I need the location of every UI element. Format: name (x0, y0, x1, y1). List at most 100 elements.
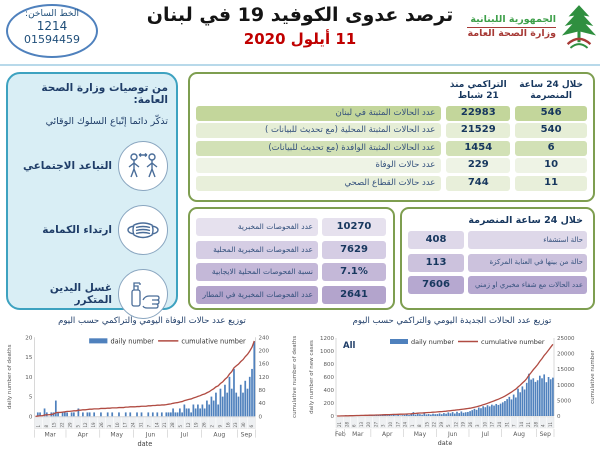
svg-text:160: 160 (258, 362, 269, 368)
table-row: 7606 عدد الحالات مع شفاء مخبري او زمني (408, 276, 587, 294)
new-cases-chart: توزيع عدد الحالات الجديدة اليومي والتراك… (306, 316, 598, 450)
svg-text:29: 29 (439, 421, 444, 427)
recovery-table: خلال 24 ساعة المنصرمة 408 حالة استشفاء 1… (400, 207, 595, 310)
svg-text:6: 6 (352, 424, 357, 427)
row-24h-value: 11 (515, 175, 587, 191)
svg-text:23: 23 (233, 422, 238, 428)
svg-text:24: 24 (131, 422, 136, 428)
ministry-logo-block: الجمهورية اللبنانية وزارة الصحة العامة (467, 4, 598, 50)
deaths-chart-title: توزيع عدد حالات الوفاة اليومي والتراكمي … (58, 316, 246, 326)
row-24h-value: 540 (515, 123, 587, 138)
ministry-title: وزارة الصحة العامة (467, 26, 556, 39)
svg-text:Jul: Jul (180, 432, 189, 439)
row-cumulative-value: 744 (446, 175, 511, 191)
svg-text:3: 3 (381, 424, 386, 427)
svg-text:daily number: daily number (411, 338, 454, 346)
svg-text:14: 14 (519, 421, 524, 427)
recommendations-subtitle: تذكّر دائما إتّباع السلوك الوقائي (45, 116, 168, 127)
svg-text:120: 120 (258, 375, 269, 381)
hotline-badge: الخط الساخن: 1214 01594459 (6, 4, 98, 58)
mask-label: ارتداء الكمامة (42, 224, 112, 236)
face-mask-icon (118, 205, 168, 255)
svg-text:1200: 1200 (320, 336, 334, 342)
col-header-24h: خلال 24 ساعة المنصرمة (519, 80, 583, 102)
row-value: 7629 (322, 240, 386, 259)
recommendation-social-distancing: التباعد الاجتماعي (16, 141, 168, 191)
row-24h-value: 10 (515, 158, 587, 173)
row-24h-value: 6 (515, 140, 587, 156)
svg-text:cumulative number of deaths: cumulative number of deaths (292, 336, 298, 418)
svg-text:15000: 15000 (557, 367, 575, 373)
recovery-table-header: خلال 24 ساعة المنصرمة (468, 215, 583, 226)
table-row: عدد الفحوصات المخبرية في المطار 2641 (196, 285, 387, 304)
svg-text:22: 22 (60, 422, 65, 428)
svg-text:19: 19 (461, 421, 466, 427)
header-spacer (196, 78, 441, 103)
table-row: عدد الفحوصات المخبرية المحلية 7629 (196, 240, 387, 259)
svg-text:11: 11 (548, 421, 553, 427)
row-label: عدد الحالات المثبتة في لبنان (196, 105, 442, 121)
svg-text:12: 12 (83, 422, 88, 428)
svg-text:26: 26 (202, 422, 207, 428)
republic-name: الجمهورية اللبنانية (470, 13, 556, 25)
svg-text:8: 8 (44, 425, 49, 428)
recommendation-mask: ارتداء الكمامة (16, 205, 168, 255)
svg-text:May: May (414, 431, 427, 438)
social-distancing-label: التباعد الاجتماعي (23, 160, 112, 172)
svg-text:12: 12 (453, 421, 458, 427)
svg-text:Jun: Jun (447, 431, 458, 438)
svg-text:13: 13 (359, 421, 364, 427)
svg-text:12: 12 (186, 422, 191, 428)
new-cases-chart-title: توزيع عدد الحالات الجديدة اليومي والتراك… (352, 316, 552, 326)
table-row: عدد الحالات المثبتة الوافدة (مع تحديث لل… (196, 140, 587, 156)
svg-text:21: 21 (162, 422, 167, 428)
svg-text:0: 0 (258, 414, 262, 420)
svg-text:5: 5 (178, 425, 183, 428)
table-row: عدد الحالات المثبتة في لبنان 22983 546 (196, 105, 587, 121)
social-distancing-icon (118, 141, 168, 191)
svg-text:16: 16 (225, 422, 230, 428)
svg-text:15: 15 (25, 355, 33, 361)
svg-text:cumulative number: cumulative number (590, 349, 596, 404)
svg-text:1: 1 (36, 425, 41, 428)
svg-text:17: 17 (490, 421, 495, 427)
svg-text:Apr: Apr (382, 431, 393, 438)
svg-text:30: 30 (241, 422, 246, 428)
svg-text:1: 1 (410, 424, 415, 427)
svg-text:10: 10 (25, 375, 33, 381)
new-cases-chart-plot: 0 200 400 600 800 1000 1200 0 5000 10000 15000 2000… (309, 336, 596, 447)
row-value: 2641 (322, 285, 386, 304)
row-label: حالة استشفاء (468, 231, 587, 249)
table-row: عدد حالات القطاع الصحي 744 11 (196, 175, 587, 191)
svg-text:0: 0 (331, 414, 335, 420)
deaths-chart: توزيع عدد حالات الوفاة اليومي والتراكمي … (4, 316, 300, 450)
recommendations-panel: من توصيات وزارة الصحة العامة: تذكّر دائم… (6, 72, 178, 319)
row-label: عدد الفحوصات المخبرية في المطار (196, 285, 318, 304)
svg-text:Aug: Aug (513, 431, 525, 438)
row-value: 7606 (408, 276, 464, 294)
svg-text:21: 21 (337, 421, 342, 427)
svg-text:20000: 20000 (557, 352, 575, 358)
svg-text:Jul: Jul (481, 431, 490, 438)
row-label: عدد حالات الوفاة (196, 158, 442, 173)
svg-text:Mar: Mar (352, 431, 364, 438)
recommendations-title: من توصيات وزارة الصحة العامة: (41, 82, 168, 106)
report-date: 11 أيلول 2020 (243, 30, 357, 48)
recommendation-hand-washing: غسل اليدين المتكرر (16, 269, 168, 319)
hotline-label: الخط الساخن: (25, 9, 79, 19)
svg-text:200: 200 (324, 401, 335, 407)
svg-text:19: 19 (91, 422, 96, 428)
hotline-number-long: 01594459 (24, 33, 80, 46)
svg-text:3: 3 (107, 425, 112, 428)
svg-text:29: 29 (67, 422, 72, 428)
svg-text:0: 0 (557, 414, 561, 420)
col-header-cumulative: التراكمي منذ 21 شباط (449, 80, 507, 102)
svg-text:10: 10 (115, 422, 120, 428)
svg-text:8: 8 (417, 424, 422, 427)
svg-text:7: 7 (512, 424, 517, 427)
svg-text:28: 28 (170, 422, 175, 428)
hand-washing-label: غسل اليدين المتكرر (49, 282, 112, 306)
svg-text:Aug: Aug (213, 432, 225, 439)
row-value: 7.1% (322, 263, 386, 281)
svg-text:31: 31 (504, 421, 509, 427)
